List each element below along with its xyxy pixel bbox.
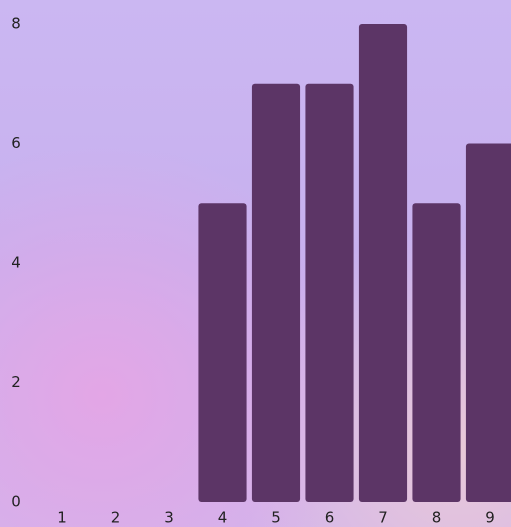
x-tick-label: 5 (271, 509, 281, 527)
y-tick-label: 8 (11, 15, 21, 33)
y-tick-label: 6 (11, 134, 21, 152)
bar (358, 24, 408, 502)
x-tick-label: 4 (218, 509, 228, 527)
x-tick-label: 6 (325, 509, 335, 527)
y-tick-label: 2 (11, 373, 21, 391)
x-tick-label: 2 (111, 509, 121, 527)
y-tick-label: 0 (11, 493, 21, 511)
y-tick-label: 4 (11, 254, 21, 272)
bar (251, 83, 301, 502)
bar (412, 203, 461, 502)
bar (465, 143, 511, 502)
x-tick-label: 9 (485, 509, 495, 527)
x-tick-label: 7 (378, 509, 388, 527)
x-tick-label: 8 (432, 509, 442, 527)
x-tick-label: 1 (57, 509, 67, 527)
bar (305, 83, 354, 502)
bar (198, 203, 247, 502)
x-tick-label: 3 (164, 509, 174, 527)
